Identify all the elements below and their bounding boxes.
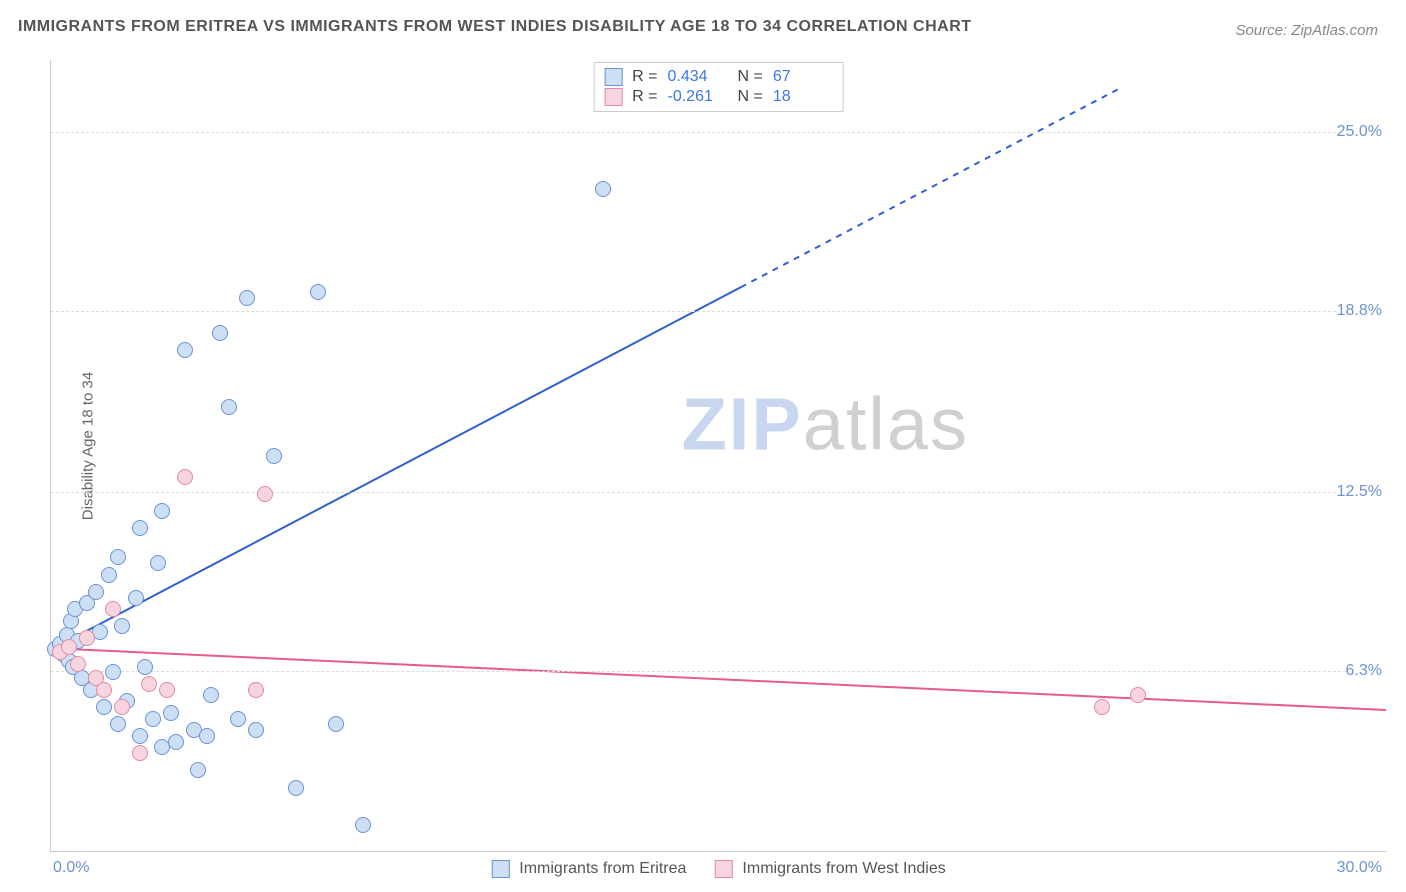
data-point — [70, 656, 86, 672]
gridline — [51, 492, 1386, 493]
legend-swatch — [604, 68, 622, 86]
correlation-legend: R = 0.434 N = 67 R = -0.261 N = 18 — [593, 62, 844, 112]
data-point — [101, 567, 117, 583]
data-point — [150, 555, 166, 571]
legend-r-label: R = — [632, 88, 657, 106]
gridline — [51, 311, 1386, 312]
data-point — [177, 469, 193, 485]
data-point — [168, 734, 184, 750]
correlation-row: R = -0.261 N = 18 — [604, 87, 833, 107]
data-point — [132, 728, 148, 744]
data-point — [141, 676, 157, 692]
legend-swatch — [604, 88, 622, 106]
x-tick-max: 30.0% — [1337, 859, 1382, 877]
data-point — [88, 584, 104, 600]
gridline — [51, 132, 1386, 133]
y-tick-label: 18.8% — [1337, 302, 1388, 320]
data-point — [132, 520, 148, 536]
legend-n-label: N = — [738, 88, 763, 106]
data-point — [355, 817, 371, 833]
data-point — [203, 687, 219, 703]
data-point — [190, 762, 206, 778]
watermark: ZIPatlas — [682, 381, 969, 466]
gridline — [51, 671, 1386, 672]
data-point — [199, 728, 215, 744]
data-point — [132, 745, 148, 761]
data-point — [114, 618, 130, 634]
series-legend-item: Immigrants from Eritrea — [491, 859, 686, 879]
data-point — [177, 342, 193, 358]
data-point — [114, 699, 130, 715]
data-point — [110, 716, 126, 732]
y-tick-label: 12.5% — [1337, 483, 1388, 501]
data-point — [239, 290, 255, 306]
legend-n-label: N = — [738, 68, 763, 86]
data-point — [96, 682, 112, 698]
legend-r-label: R = — [632, 68, 657, 86]
data-point — [230, 711, 246, 727]
series-legend-item: Immigrants from West Indies — [714, 859, 945, 879]
data-point — [1094, 699, 1110, 715]
data-point — [310, 284, 326, 300]
y-tick-label: 6.3% — [1346, 662, 1388, 680]
data-point — [96, 699, 112, 715]
data-point — [257, 486, 273, 502]
data-point — [328, 716, 344, 732]
data-point — [145, 711, 161, 727]
data-point — [128, 590, 144, 606]
data-point — [154, 503, 170, 519]
data-point — [159, 682, 175, 698]
legend-n-value: 18 — [773, 88, 833, 106]
legend-r-value: 0.434 — [668, 68, 728, 86]
data-point — [105, 601, 121, 617]
legend-r-value: -0.261 — [668, 88, 728, 106]
legend-swatch — [491, 860, 509, 878]
data-point — [137, 659, 153, 675]
data-point — [79, 630, 95, 646]
data-point — [288, 780, 304, 796]
data-point — [105, 664, 121, 680]
data-point — [248, 682, 264, 698]
data-point — [1130, 687, 1146, 703]
series-name: Immigrants from West Indies — [742, 860, 945, 878]
x-tick-min: 0.0% — [53, 859, 89, 877]
data-point — [221, 399, 237, 415]
plot-area: ZIPatlas R =0.434N =67R =-0.261N =18 0.0… — [50, 60, 1386, 852]
series-name: Immigrants from Eritrea — [519, 860, 686, 878]
correlation-row: R = 0.434 N = 67 — [604, 67, 833, 87]
data-point — [163, 705, 179, 721]
series-legend: Immigrants from Eritrea Immigrants from W… — [491, 859, 945, 879]
legend-n-value: 67 — [773, 68, 833, 86]
data-point — [110, 549, 126, 565]
y-tick-label: 25.0% — [1337, 123, 1388, 141]
watermark-atlas: atlas — [803, 382, 969, 465]
legend-swatch — [714, 860, 732, 878]
chart-title: IMMIGRANTS FROM ERITREA VS IMMIGRANTS FR… — [18, 18, 972, 36]
source-label: Source: ZipAtlas.com — [1235, 22, 1378, 39]
data-point — [266, 448, 282, 464]
data-point — [61, 639, 77, 655]
data-point — [212, 325, 228, 341]
data-point — [595, 181, 611, 197]
data-point — [248, 722, 264, 738]
watermark-zip: ZIP — [682, 382, 803, 465]
